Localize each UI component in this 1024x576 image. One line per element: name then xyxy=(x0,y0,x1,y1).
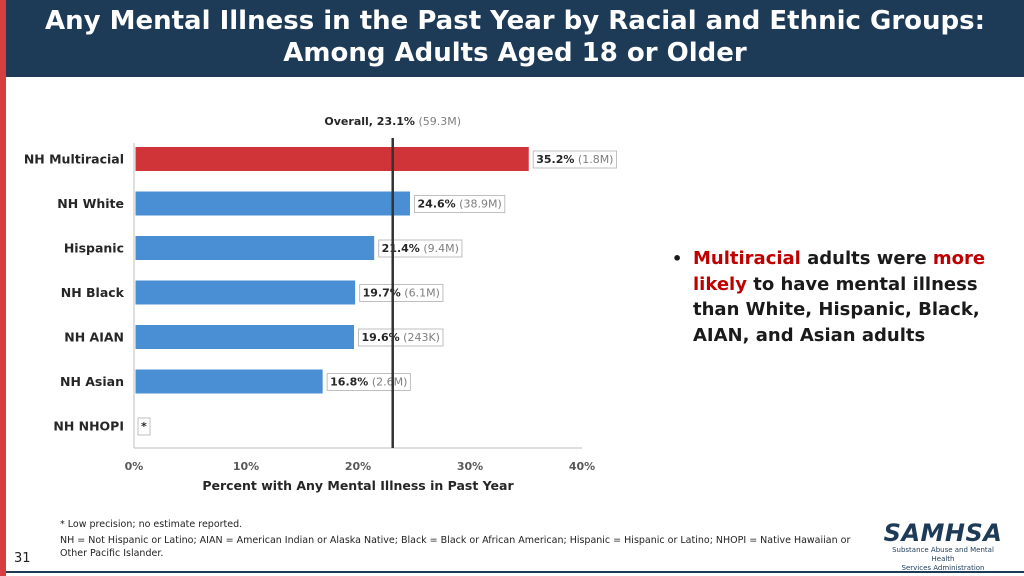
data-label-box xyxy=(326,373,411,391)
data-label-box xyxy=(137,417,151,436)
slide-title-line2: Among Adults Aged 18 or Older xyxy=(283,38,747,68)
key-finding-bullet: • Multiracial adults were more likely to… xyxy=(672,246,992,348)
data-label-text: 21.4% (9.4M) xyxy=(382,242,459,255)
footnote-abbreviations: NH = Not Hispanic or Latino; AIAN = Amer… xyxy=(60,535,851,559)
overall-count: (59.3M) xyxy=(415,115,461,128)
count-label: (1.8M) xyxy=(574,153,613,166)
value-label: * xyxy=(141,420,147,433)
data-label-box xyxy=(359,284,444,302)
data-label: 24.6% (38.9M) xyxy=(414,195,506,213)
overall-value: Overall, 23.1% xyxy=(324,115,415,128)
value-label: 19.6% xyxy=(362,331,400,344)
count-label: (2.6M) xyxy=(368,376,407,389)
data-label: 19.6% (243K) xyxy=(358,328,444,347)
slide-header: Any Mental Illness in the Past Year by R… xyxy=(6,0,1024,77)
page-number: 31 xyxy=(14,551,31,566)
data-label: 19.7% (6.1M) xyxy=(359,284,444,302)
data-label: 35.2% (1.8M) xyxy=(532,150,617,169)
data-label: 16.8% (2.6M) xyxy=(326,373,411,391)
bullet-text-2: adults were xyxy=(800,248,933,269)
data-label-text: 19.6% (243K) xyxy=(362,331,440,344)
count-label: (38.9M) xyxy=(456,198,502,211)
bar xyxy=(134,190,412,217)
x-tick-label: 10% xyxy=(233,460,259,473)
bar-chart: 0% 10% 20% 30% 40% Percent with Any Mental Il… xyxy=(24,115,617,493)
bottom-rule xyxy=(6,571,1024,573)
data-label-text: 24.6% (38.9M) xyxy=(418,198,502,211)
key-finding-text: Multiracial adults were more likely to h… xyxy=(693,246,992,348)
bar xyxy=(134,235,376,261)
samhsa-logo: SAMHSA Substance Abuse and Mental Health… xyxy=(880,520,1006,573)
logo-subtitle-1: Substance Abuse and Mental Health xyxy=(892,546,994,563)
bar xyxy=(134,324,356,350)
value-label: 16.8% xyxy=(330,376,368,389)
overall-reference-label: Overall, 23.1% (59.3M) xyxy=(324,115,461,128)
value-label: 21.4% xyxy=(382,242,420,255)
slide-title-line1: Any Mental Illness in the Past Year by R… xyxy=(44,6,985,36)
x-tick-label: 0% xyxy=(125,460,144,473)
data-label-text: 19.7% (6.1M) xyxy=(363,287,440,300)
left-accent-bar xyxy=(0,0,6,576)
data-label-text: * xyxy=(141,420,147,433)
x-tick-label: 20% xyxy=(345,460,371,473)
data-label-text: 35.2% (1.8M) xyxy=(536,153,613,166)
value-label: 35.2% xyxy=(536,153,574,166)
footnote-precision: * Low precision; no estimate reported. xyxy=(60,519,243,530)
data-label-box xyxy=(532,150,617,169)
data-label: 21.4% (9.4M) xyxy=(378,239,463,258)
bar xyxy=(134,279,357,306)
count-label: (6.1M) xyxy=(401,287,440,300)
x-axis-label: Percent with Any Mental Illness in Past … xyxy=(202,478,514,493)
data-label-box xyxy=(414,195,506,213)
x-tick-label: 40% xyxy=(569,460,595,473)
data-label-box xyxy=(358,328,444,347)
category-label: NH White xyxy=(57,196,124,211)
count-label: (9.4M) xyxy=(420,242,459,255)
logo-subtitle-2: Services Administration xyxy=(901,564,985,572)
x-tick-label: 30% xyxy=(457,460,483,473)
category-label: NH Black xyxy=(61,285,125,300)
value-label: 19.7% xyxy=(363,287,401,300)
logo-wordmark: SAMHSA xyxy=(883,519,1003,547)
bullet-text-4: to have mental illness than White, Hispa… xyxy=(693,273,980,346)
category-label: Hispanic xyxy=(64,241,124,256)
value-label: 24.6% xyxy=(418,198,456,211)
bar xyxy=(134,368,324,395)
category-label: NH AIAN xyxy=(64,330,124,345)
data-label-box xyxy=(378,239,463,258)
highlight-more-likely: more likely xyxy=(693,248,986,295)
bar xyxy=(134,146,530,172)
count-label: (243K) xyxy=(400,331,440,344)
category-label: NH NHOPI xyxy=(53,419,124,434)
highlight-multiracial: Multiracial xyxy=(693,248,801,269)
category-label: NH Multiracial xyxy=(24,152,124,167)
category-label: NH Asian xyxy=(60,374,124,389)
data-label-text: 16.8% (2.6M) xyxy=(330,376,407,389)
bullet-dot-icon: • xyxy=(672,249,683,268)
data-label: * xyxy=(137,417,151,436)
